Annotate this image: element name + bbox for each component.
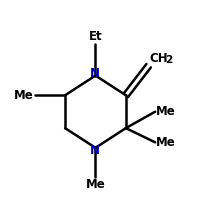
Text: Me: Me: [85, 178, 105, 191]
Text: Et: Et: [89, 30, 102, 43]
Text: Me: Me: [14, 89, 34, 102]
Text: N: N: [89, 143, 99, 157]
Text: N: N: [89, 67, 99, 80]
Text: 2: 2: [165, 55, 172, 65]
Text: Me: Me: [156, 105, 176, 118]
Text: Me: Me: [156, 136, 176, 149]
Text: CH: CH: [150, 52, 168, 65]
